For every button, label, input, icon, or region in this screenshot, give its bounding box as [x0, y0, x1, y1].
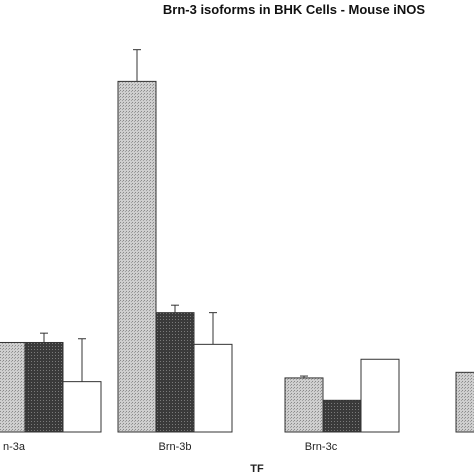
bar-s3-c1	[62, 381, 102, 433]
bar-s3-c2	[193, 343, 233, 433]
category-label-1: n-3a	[3, 441, 26, 453]
chart-title: Brn-3 isoforms in BHK Cells - Mouse iNOS	[163, 2, 426, 17]
bar-s2-c3	[322, 399, 362, 433]
category-label-3: Brn-3c	[305, 441, 338, 453]
bar-s2-c2	[155, 312, 195, 433]
bars-layer	[0, 49, 474, 433]
category-label-2: Brn-3b	[158, 441, 191, 453]
bar-s2-c1	[24, 341, 64, 433]
bar-s1-c2	[117, 80, 157, 433]
bar-s1-c4	[455, 371, 474, 433]
category-labels: n-3a Brn-3b Brn-3c	[3, 441, 338, 453]
bar-s1-c3	[284, 377, 324, 433]
bar-s1-c1	[0, 341, 26, 433]
bar-s3-c3	[360, 358, 400, 433]
x-axis-label: TF	[250, 463, 264, 474]
